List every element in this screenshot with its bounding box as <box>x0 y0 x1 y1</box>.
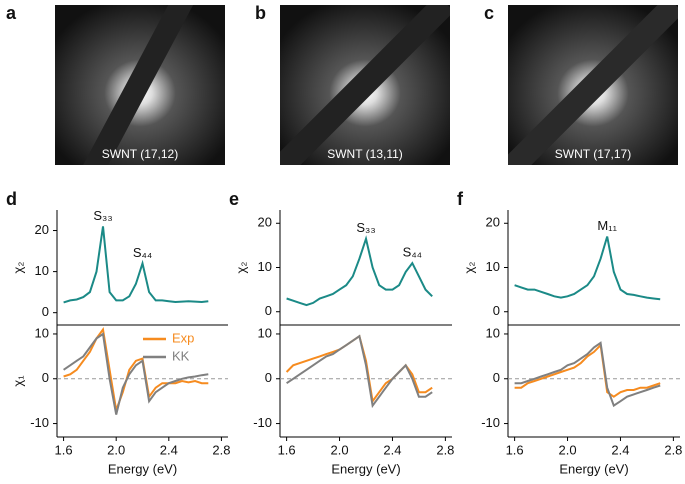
y-tick-label: -10 <box>253 415 272 430</box>
panel-letter: d <box>6 189 17 209</box>
x-tick-label: 2.8 <box>436 442 454 457</box>
y-axis-label: χ₂ <box>10 262 25 274</box>
x-tick-label: 2.8 <box>212 442 230 457</box>
y-tick-label: -10 <box>30 415 49 430</box>
x-axis-label: Energy (eV) <box>559 461 628 476</box>
y-tick-label: 10 <box>35 263 49 278</box>
panel-letter: e <box>229 189 239 209</box>
x-axis-label: Energy (eV) <box>331 461 400 476</box>
image-caption: SWNT (13,11) <box>327 147 403 161</box>
peak-label: S₃₃ <box>356 220 375 235</box>
y-tick-label: 20 <box>35 222 49 237</box>
y-tick-label: 10 <box>258 259 272 274</box>
data-line <box>63 332 209 415</box>
peak-label: S₃₃ <box>93 208 112 223</box>
data-line <box>514 236 661 301</box>
y-tick-label: 0 <box>493 303 500 318</box>
y-axis-label: χ₂ <box>461 262 476 274</box>
data-line <box>63 326 209 415</box>
y-axis-label: χ₂ <box>233 262 248 274</box>
legend-label: KK <box>172 348 190 363</box>
x-tick-label: 2.0 <box>330 442 348 457</box>
x-tick-label: 2.4 <box>383 442 401 457</box>
x-tick-label: 1.6 <box>506 442 524 457</box>
peak-label: S₄₄ <box>403 245 422 260</box>
y-tick-label: 20 <box>486 215 500 230</box>
legend-label: Exp <box>172 330 194 345</box>
y-tick-label: 0 <box>265 370 272 385</box>
panel-letter: a <box>6 3 17 23</box>
y-tick-label: 20 <box>258 215 272 230</box>
image-c <box>508 5 678 165</box>
data-line <box>514 341 661 408</box>
y-tick-label: 10 <box>35 325 49 340</box>
peak-label: M₁₁ <box>597 218 617 233</box>
y-tick-label: 10 <box>258 325 272 340</box>
y-tick-label: 0 <box>493 370 500 385</box>
panel-letter: b <box>255 3 266 23</box>
x-axis-label: Energy (eV) <box>108 461 177 476</box>
x-tick-label: 1.6 <box>278 442 296 457</box>
x-tick-label: 2.0 <box>107 442 125 457</box>
panel-letter: f <box>457 189 464 209</box>
y-tick-label: 0 <box>42 370 49 385</box>
image-a <box>55 5 225 165</box>
x-tick-label: 2.4 <box>160 442 178 457</box>
data-line <box>286 235 433 307</box>
image-b <box>280 5 450 165</box>
peak-label: S₄₄ <box>133 245 152 260</box>
image-caption: SWNT (17,17) <box>555 147 631 161</box>
y-tick-label: 10 <box>486 259 500 274</box>
image-caption: SWNT (17,12) <box>102 147 178 161</box>
x-tick-label: 2.0 <box>558 442 576 457</box>
data-line <box>514 343 661 398</box>
data-line <box>63 226 209 304</box>
y-axis-label: χ₁ <box>10 375 25 387</box>
data-line <box>286 334 433 409</box>
x-tick-label: 2.8 <box>664 442 682 457</box>
y-tick-label: 10 <box>486 325 500 340</box>
panel-letter: c <box>484 3 494 23</box>
y-tick-label: 0 <box>42 304 49 319</box>
x-tick-label: 2.4 <box>611 442 629 457</box>
x-tick-label: 1.6 <box>55 442 73 457</box>
y-tick-label: -10 <box>481 415 500 430</box>
y-tick-label: 0 <box>265 303 272 318</box>
